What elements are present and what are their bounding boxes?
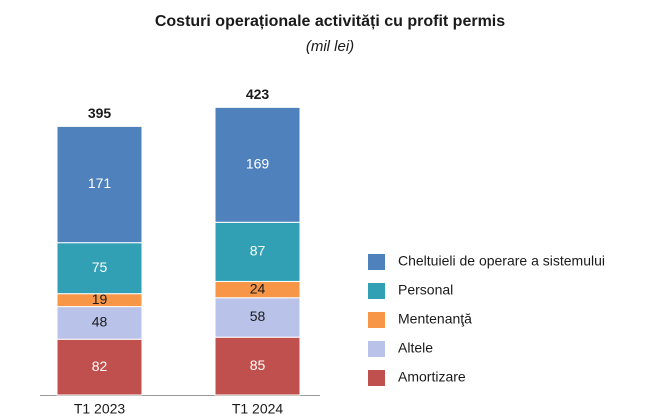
- legend-swatch: [368, 312, 385, 328]
- data-label: 75: [92, 259, 108, 275]
- legend-swatch: [368, 254, 385, 270]
- bar-segment: [214, 221, 301, 282]
- data-label: 169: [246, 156, 270, 172]
- bar-segment: [214, 336, 301, 396]
- chart-subtitle: (mil lei): [306, 38, 354, 55]
- legend-swatch: [368, 370, 385, 386]
- chart-title: Costuri operaționale activități cu profi…: [155, 13, 505, 30]
- bar-segment: [56, 306, 143, 340]
- data-label: 87: [250, 243, 266, 259]
- legend-label: Altele: [398, 340, 433, 356]
- legend-swatch: [368, 341, 385, 357]
- data-label: 85: [250, 357, 266, 373]
- total-label: 395: [88, 105, 112, 121]
- total-label: 423: [246, 86, 270, 102]
- bar-segment: [214, 106, 301, 223]
- data-label: 48: [92, 314, 108, 330]
- bar-segment: [56, 338, 143, 396]
- bar-segment: [56, 242, 143, 295]
- legend-label: Cheltuieli de operare a sistemului: [398, 253, 605, 269]
- x-tick-label: T1 2023: [74, 401, 126, 417]
- legend-label: Personal: [398, 282, 453, 298]
- data-label: 19: [92, 291, 108, 307]
- legend-label: Mentenanţă: [398, 311, 472, 327]
- x-tick-label: T1 2024: [232, 401, 284, 417]
- data-label: 82: [92, 358, 108, 374]
- data-label: 171: [88, 175, 112, 191]
- data-label: 58: [250, 308, 266, 324]
- data-label: 24: [250, 280, 266, 296]
- bar-segment: [214, 297, 301, 338]
- legend-swatch: [368, 283, 385, 299]
- legend-label: Amortizare: [398, 369, 466, 385]
- bar-segment: [56, 125, 143, 244]
